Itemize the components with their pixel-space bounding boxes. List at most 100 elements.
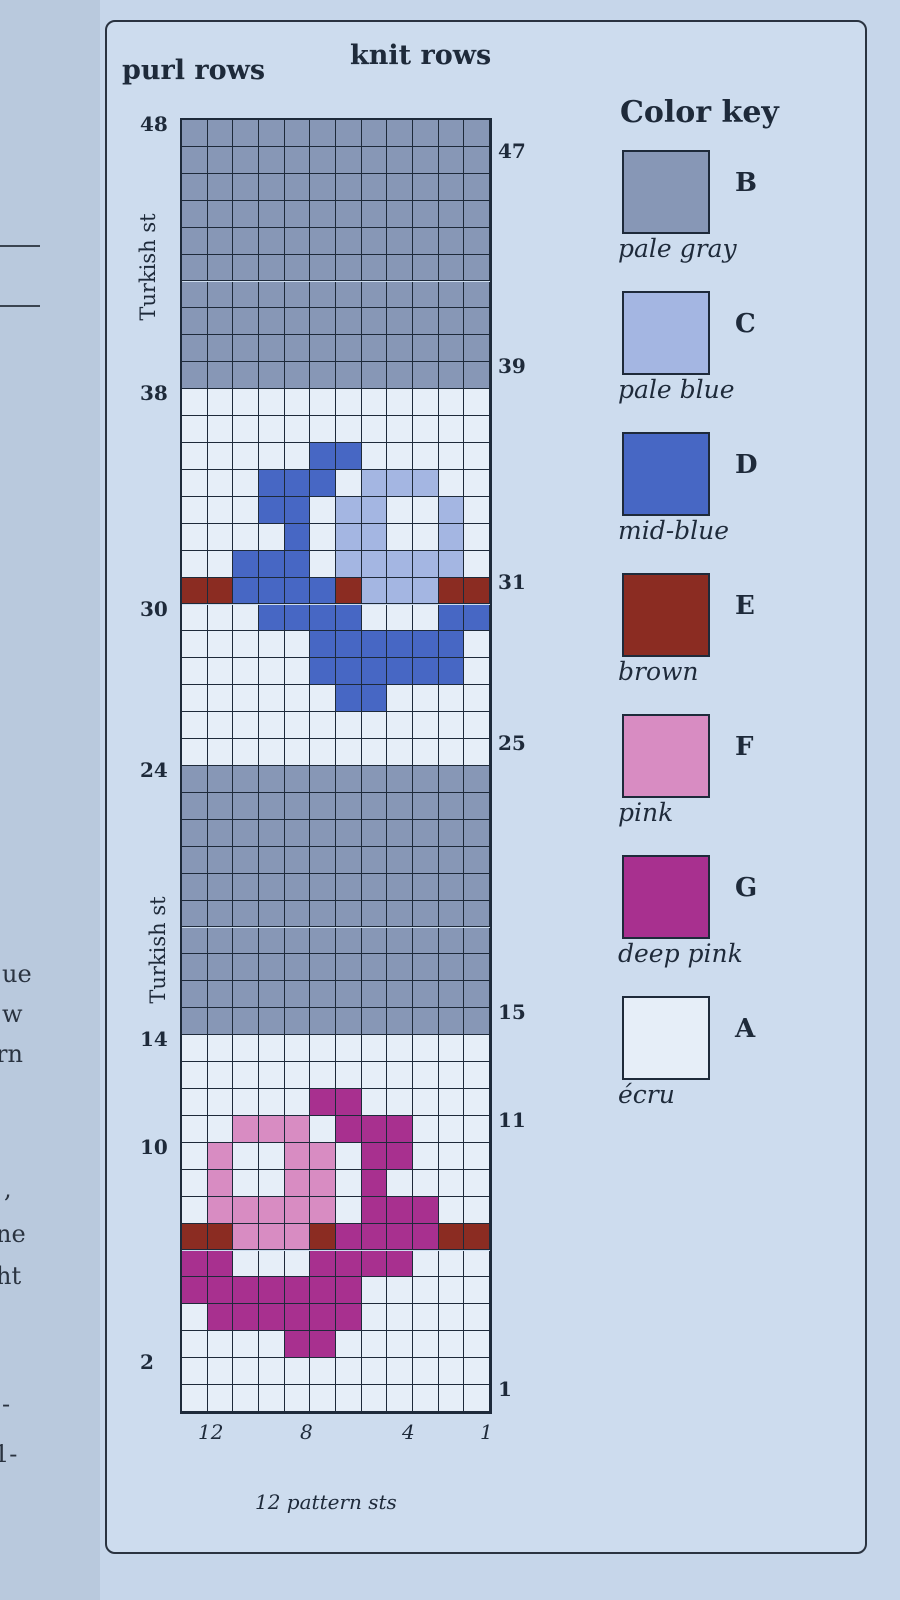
row-label-47: 47 [498,138,526,163]
chart-cell [182,846,208,874]
chart-cell [413,577,439,605]
chart-cell [336,308,362,336]
row-label-11: 11 [498,1107,526,1132]
chart-cell [413,792,439,820]
chart-cell [310,1250,336,1278]
chart-cell [438,685,465,713]
chart-cell [182,227,208,255]
chart-cell [413,739,439,766]
chart-cell [464,1196,490,1224]
swatch-letter: G [735,873,758,903]
chart-cell [387,631,413,659]
chart-cell [233,819,259,847]
row-label-14: 14 [140,1027,168,1052]
chart-cell [413,1142,439,1170]
chart-cell [361,1331,388,1359]
chart-cell [464,523,490,551]
chart-cell [284,443,311,470]
chart-cell [387,739,413,766]
chart-cell [259,792,285,820]
chart-cell [259,1385,285,1412]
chart-cell [233,416,259,443]
chart-cell [413,200,439,228]
chart-cell [284,1331,311,1359]
chart-cell [233,281,259,309]
chart-cell [438,254,465,282]
chart-cell [182,981,208,1009]
chart-cell [336,1277,362,1305]
chart-cell [438,981,465,1009]
chart-cell [259,981,285,1009]
chart-cell [233,1358,259,1386]
chart-cell [361,1385,388,1412]
chart-cell [233,1385,259,1412]
chart-cell [310,1223,336,1251]
chart-cell [284,1385,311,1412]
chart-cell [336,443,362,470]
chart-cell [413,846,439,874]
chart-cell [336,658,362,686]
chart-cell [207,819,234,847]
chart-cell [387,577,413,605]
chart-cell [361,792,388,820]
chart-cell [438,658,465,686]
chart-cell [259,443,285,470]
chart-cell [207,1385,234,1412]
chart-cell [310,631,336,659]
chart-cell [464,389,490,417]
chart-cell [233,981,259,1009]
chart-cell [387,1062,413,1089]
chart-cell [310,523,336,551]
chart-cell [413,146,439,174]
chart-cell [438,1196,465,1224]
chart-cell [284,1035,311,1063]
chart-cell [207,281,234,309]
chart-cell [413,1277,439,1305]
chart-cell [284,873,311,901]
chart-cell [361,1062,388,1089]
chart-cell [182,308,208,336]
chart-cell [182,1358,208,1386]
chart-cell [259,766,285,793]
chart-cell [387,1385,413,1412]
chart-cell [207,1062,234,1089]
text-fragment: rn [0,1040,23,1068]
chart-cell [361,469,388,497]
chart-cell [387,254,413,282]
chart-cell [387,981,413,1009]
chart-cell [387,954,413,982]
chart-cell [259,1358,285,1386]
chart-cell [438,1035,465,1063]
column-label: 12 [198,1420,224,1444]
chart-cell [233,1008,259,1036]
chart-cell [259,1331,285,1359]
chart-cell [233,1331,259,1359]
chart-cell [438,335,465,363]
chart-cell [284,1115,311,1143]
chart-cell [259,927,285,955]
chart-cell [464,792,490,820]
chart-cell [207,954,234,982]
chart-cell [259,712,285,740]
chart-cell [464,631,490,659]
chart-cell [207,173,234,201]
chart-cell [310,1062,336,1089]
chart-cell [233,550,259,578]
chart-cell [284,766,311,793]
chart-cell [207,1142,234,1170]
chart-cell [182,443,208,470]
chart-cell [233,766,259,793]
row-label-39: 39 [498,354,526,379]
chart-cell [207,1277,234,1305]
chart-cell [207,604,234,632]
chart-cell [413,900,439,928]
chart-cell [361,335,388,363]
chart-cell [413,443,439,470]
chart-cell [310,1115,336,1143]
chart-cell [336,1223,362,1251]
chart-cell [387,308,413,336]
chart-cell [387,766,413,793]
chart-cell [464,1115,490,1143]
chart-cell [413,927,439,955]
chart-cell [438,577,465,605]
